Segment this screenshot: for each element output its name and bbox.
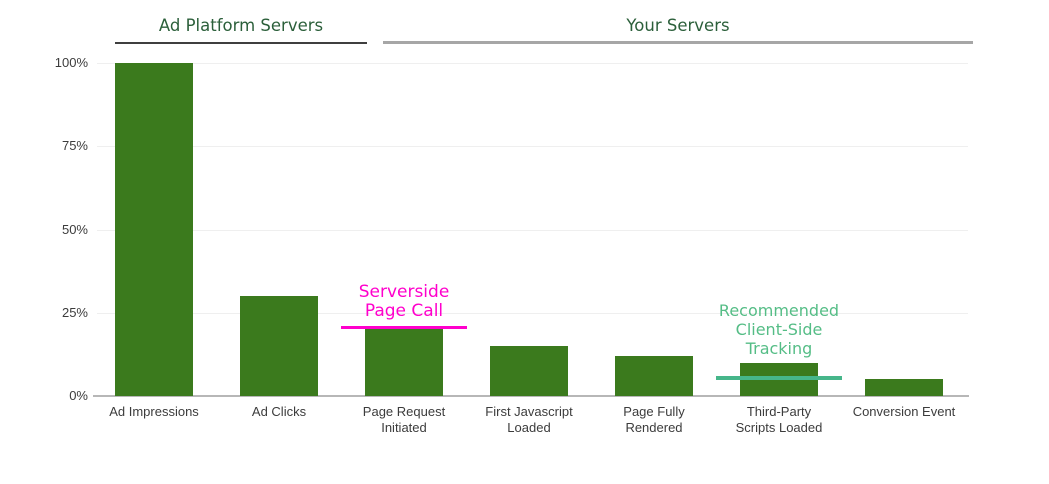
bar-conversion-event (865, 379, 943, 396)
bar-first-javascript-loaded (490, 346, 568, 396)
x-category-label: Page Fully Rendered (592, 404, 716, 436)
section-ad-platform-servers-underline (115, 42, 367, 44)
gridline-75% (97, 146, 968, 147)
x-category-label-line: Conversion Event (852, 404, 956, 419)
x-category-label-line: Third-Party (746, 404, 812, 419)
x-category-label-line: Page Request (362, 404, 446, 419)
y-tick-label: 0% (69, 388, 88, 403)
section-your-servers: Your Servers (383, 14, 973, 44)
x-category-label-line: Scripts Loaded (735, 420, 823, 435)
section-ad-platform-servers-title: Ad Platform Servers (158, 16, 324, 35)
bar-page-request-initiated (365, 329, 443, 396)
annotation-text-1: Recommended Client-Side Tracking (684, 301, 874, 358)
x-axis-line (93, 395, 969, 397)
section-your-servers-underline (383, 41, 973, 44)
annotation-text-line: Tracking (745, 338, 813, 358)
x-category-label-line: First Javascript (485, 404, 573, 419)
x-category-label: Ad Clicks (217, 404, 341, 420)
x-category-label-line: Ad Clicks (251, 404, 307, 419)
gridline-50% (97, 230, 968, 231)
annotation-text-0: Serverside Page Call (309, 281, 499, 321)
annotation-text-line: Recommended (718, 300, 840, 320)
x-category-label: Ad Impressions (92, 404, 216, 420)
x-category-label: Third-Party Scripts Loaded (717, 404, 841, 436)
y-tick-label: 75% (61, 138, 88, 154)
gridline-100% (97, 63, 968, 64)
x-category-label-line: Initiated (381, 420, 427, 435)
annotation-text-line: Page Call (364, 300, 444, 321)
x-category-label: Conversion Event (842, 404, 966, 420)
y-tick-label: 25% (61, 304, 88, 320)
annotation-line-1 (716, 375, 842, 380)
gridline-25% (97, 313, 968, 314)
x-category-label-line: Ad Impressions (109, 404, 199, 419)
y-tick-label: 100% (54, 55, 88, 70)
annotation-line-0 (341, 325, 467, 330)
x-category-label: Page Request Initiated (342, 404, 466, 436)
y-tick-label: 50% (61, 221, 88, 237)
x-category-label-line: Rendered (625, 420, 683, 435)
annotation-text-line: Serverside (358, 281, 450, 302)
bar-ad-impressions (115, 63, 193, 396)
x-category-label-line: Page Fully (623, 404, 685, 419)
bar-page-fully-rendered (615, 356, 693, 396)
x-category-label-line: Loaded (507, 420, 551, 435)
bar-ad-clicks (240, 296, 318, 396)
section-your-servers-title: Your Servers (626, 16, 730, 35)
section-ad-platform-servers: Ad Platform Servers (115, 14, 367, 44)
x-category-label: First Javascript Loaded (467, 404, 591, 436)
annotation-text-line: Client-Side (735, 319, 823, 339)
